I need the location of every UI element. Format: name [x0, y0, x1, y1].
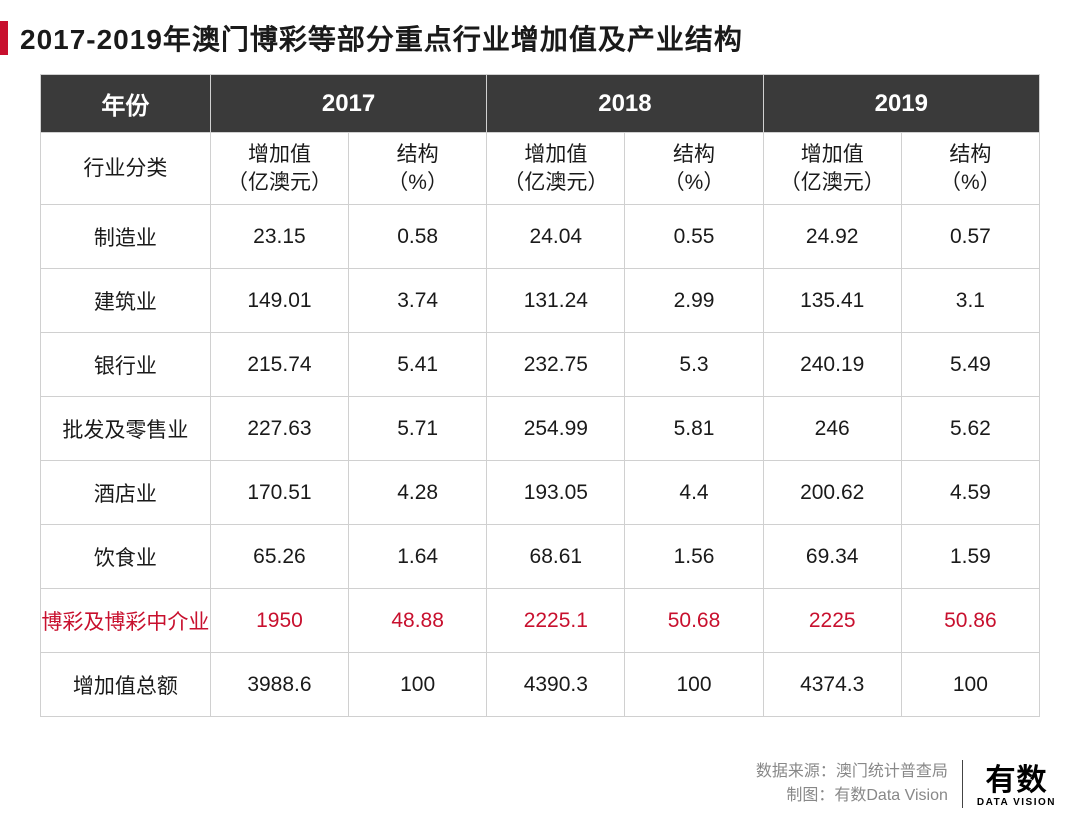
cell-2018-val: 254.99 — [487, 397, 625, 461]
row-label: 制造业 — [41, 205, 211, 269]
table-row: 制造业23.150.5824.040.5524.920.57 — [41, 205, 1040, 269]
row-label: 银行业 — [41, 333, 211, 397]
cell-2019-pct: 0.57 — [901, 205, 1039, 269]
cell-2019-pct: 100 — [901, 653, 1039, 717]
table-row: 酒店业170.514.28193.054.4200.624.59 — [41, 461, 1040, 525]
cell-2018-val: 232.75 — [487, 333, 625, 397]
header-value-label: 增加值（亿澳元） — [210, 133, 348, 205]
header-value-label: 增加值（亿澳元） — [763, 133, 901, 205]
cell-2017-val: 1950 — [210, 589, 348, 653]
header-year-2019: 2019 — [763, 75, 1039, 133]
cell-2017-val: 170.51 — [210, 461, 348, 525]
cell-2019-val: 24.92 — [763, 205, 901, 269]
table-row: 建筑业149.013.74131.242.99135.413.1 — [41, 269, 1040, 333]
header-value-label: 增加值（亿澳元） — [487, 133, 625, 205]
table-row: 银行业215.745.41232.755.3240.195.49 — [41, 333, 1040, 397]
cell-2019-pct: 5.62 — [901, 397, 1039, 461]
row-label: 批发及零售业 — [41, 397, 211, 461]
cell-2019-val: 4374.3 — [763, 653, 901, 717]
table-row: 批发及零售业227.635.71254.995.812465.62 — [41, 397, 1040, 461]
header-structure-label: 结构（%） — [625, 133, 763, 205]
title-bar: 2017-2019年澳门博彩等部分重点行业增加值及产业结构 — [0, 0, 1080, 74]
footer-credit: 制图：有数Data Vision — [756, 784, 948, 808]
row-label: 博彩及博彩中介业 — [41, 589, 211, 653]
title-accent — [0, 21, 8, 55]
header-year-label: 年份 — [41, 75, 211, 133]
header-structure-label: 结构（%） — [349, 133, 487, 205]
cell-2019-pct: 50.86 — [901, 589, 1039, 653]
cell-2019-val: 69.34 — [763, 525, 901, 589]
table-header-years: 年份 2017 2018 2019 — [41, 75, 1040, 133]
cell-2018-val: 24.04 — [487, 205, 625, 269]
cell-2017-val: 215.74 — [210, 333, 348, 397]
cell-2018-pct: 5.81 — [625, 397, 763, 461]
cell-2019-val: 200.62 — [763, 461, 901, 525]
page-title: 2017-2019年澳门博彩等部分重点行业增加值及产业结构 — [20, 18, 743, 58]
cell-2018-pct: 1.56 — [625, 525, 763, 589]
cell-2017-pct: 48.88 — [349, 589, 487, 653]
cell-2018-pct: 4.4 — [625, 461, 763, 525]
cell-2018-pct: 5.3 — [625, 333, 763, 397]
cell-2017-pct: 100 — [349, 653, 487, 717]
logo-main-text: 有数 — [985, 766, 1047, 796]
table-row: 饮食业65.261.6468.611.5669.341.59 — [41, 525, 1040, 589]
cell-2018-val: 193.05 — [487, 461, 625, 525]
header-year-2018: 2018 — [487, 75, 763, 133]
cell-2017-pct: 1.64 — [349, 525, 487, 589]
cell-2019-val: 240.19 — [763, 333, 901, 397]
cell-2018-val: 4390.3 — [487, 653, 625, 717]
footer-credits: 数据来源：澳门统计普查局 制图：有数Data Vision — [756, 760, 963, 808]
cell-2017-val: 149.01 — [210, 269, 348, 333]
table-header-sub: 行业分类 增加值（亿澳元） 结构（%） 增加值（亿澳元） 结构（%） 增加值（亿… — [41, 133, 1040, 205]
cell-2017-pct: 5.41 — [349, 333, 487, 397]
logo-sub-text: DATA VISION — [977, 798, 1056, 808]
footer-source: 数据来源：澳门统计普查局 — [756, 760, 948, 784]
cell-2019-val: 135.41 — [763, 269, 901, 333]
cell-2017-val: 23.15 — [210, 205, 348, 269]
header-year-2017: 2017 — [210, 75, 486, 133]
cell-2018-pct: 2.99 — [625, 269, 763, 333]
cell-2019-val: 2225 — [763, 589, 901, 653]
cell-2017-val: 3988.6 — [210, 653, 348, 717]
cell-2019-pct: 1.59 — [901, 525, 1039, 589]
cell-2017-pct: 3.74 — [349, 269, 487, 333]
cell-2018-pct: 100 — [625, 653, 763, 717]
cell-2017-pct: 0.58 — [349, 205, 487, 269]
cell-2018-pct: 0.55 — [625, 205, 763, 269]
footer: 数据来源：澳门统计普查局 制图：有数Data Vision 有数 DATA VI… — [756, 760, 1056, 808]
cell-2018-val: 68.61 — [487, 525, 625, 589]
cell-2017-pct: 4.28 — [349, 461, 487, 525]
cell-2019-pct: 4.59 — [901, 461, 1039, 525]
cell-2017-val: 65.26 — [210, 525, 348, 589]
row-label: 酒店业 — [41, 461, 211, 525]
row-label: 建筑业 — [41, 269, 211, 333]
table-container: 年份 2017 2018 2019 行业分类 增加值（亿澳元） 结构（%） 增加… — [0, 74, 1080, 717]
row-label: 增加值总额 — [41, 653, 211, 717]
header-category-label: 行业分类 — [41, 133, 211, 205]
cell-2018-pct: 50.68 — [625, 589, 763, 653]
table-body: 制造业23.150.5824.040.5524.920.57建筑业149.013… — [41, 205, 1040, 717]
cell-2018-val: 2225.1 — [487, 589, 625, 653]
cell-2019-pct: 3.1 — [901, 269, 1039, 333]
cell-2018-val: 131.24 — [487, 269, 625, 333]
cell-2017-pct: 5.71 — [349, 397, 487, 461]
cell-2019-val: 246 — [763, 397, 901, 461]
logo: 有数 DATA VISION — [977, 766, 1056, 808]
cell-2019-pct: 5.49 — [901, 333, 1039, 397]
table-row: 增加值总额3988.61004390.31004374.3100 — [41, 653, 1040, 717]
table-row: 博彩及博彩中介业195048.882225.150.68222550.86 — [41, 589, 1040, 653]
data-table: 年份 2017 2018 2019 行业分类 增加值（亿澳元） 结构（%） 增加… — [40, 74, 1040, 717]
header-structure-label: 结构（%） — [901, 133, 1039, 205]
cell-2017-val: 227.63 — [210, 397, 348, 461]
row-label: 饮食业 — [41, 525, 211, 589]
